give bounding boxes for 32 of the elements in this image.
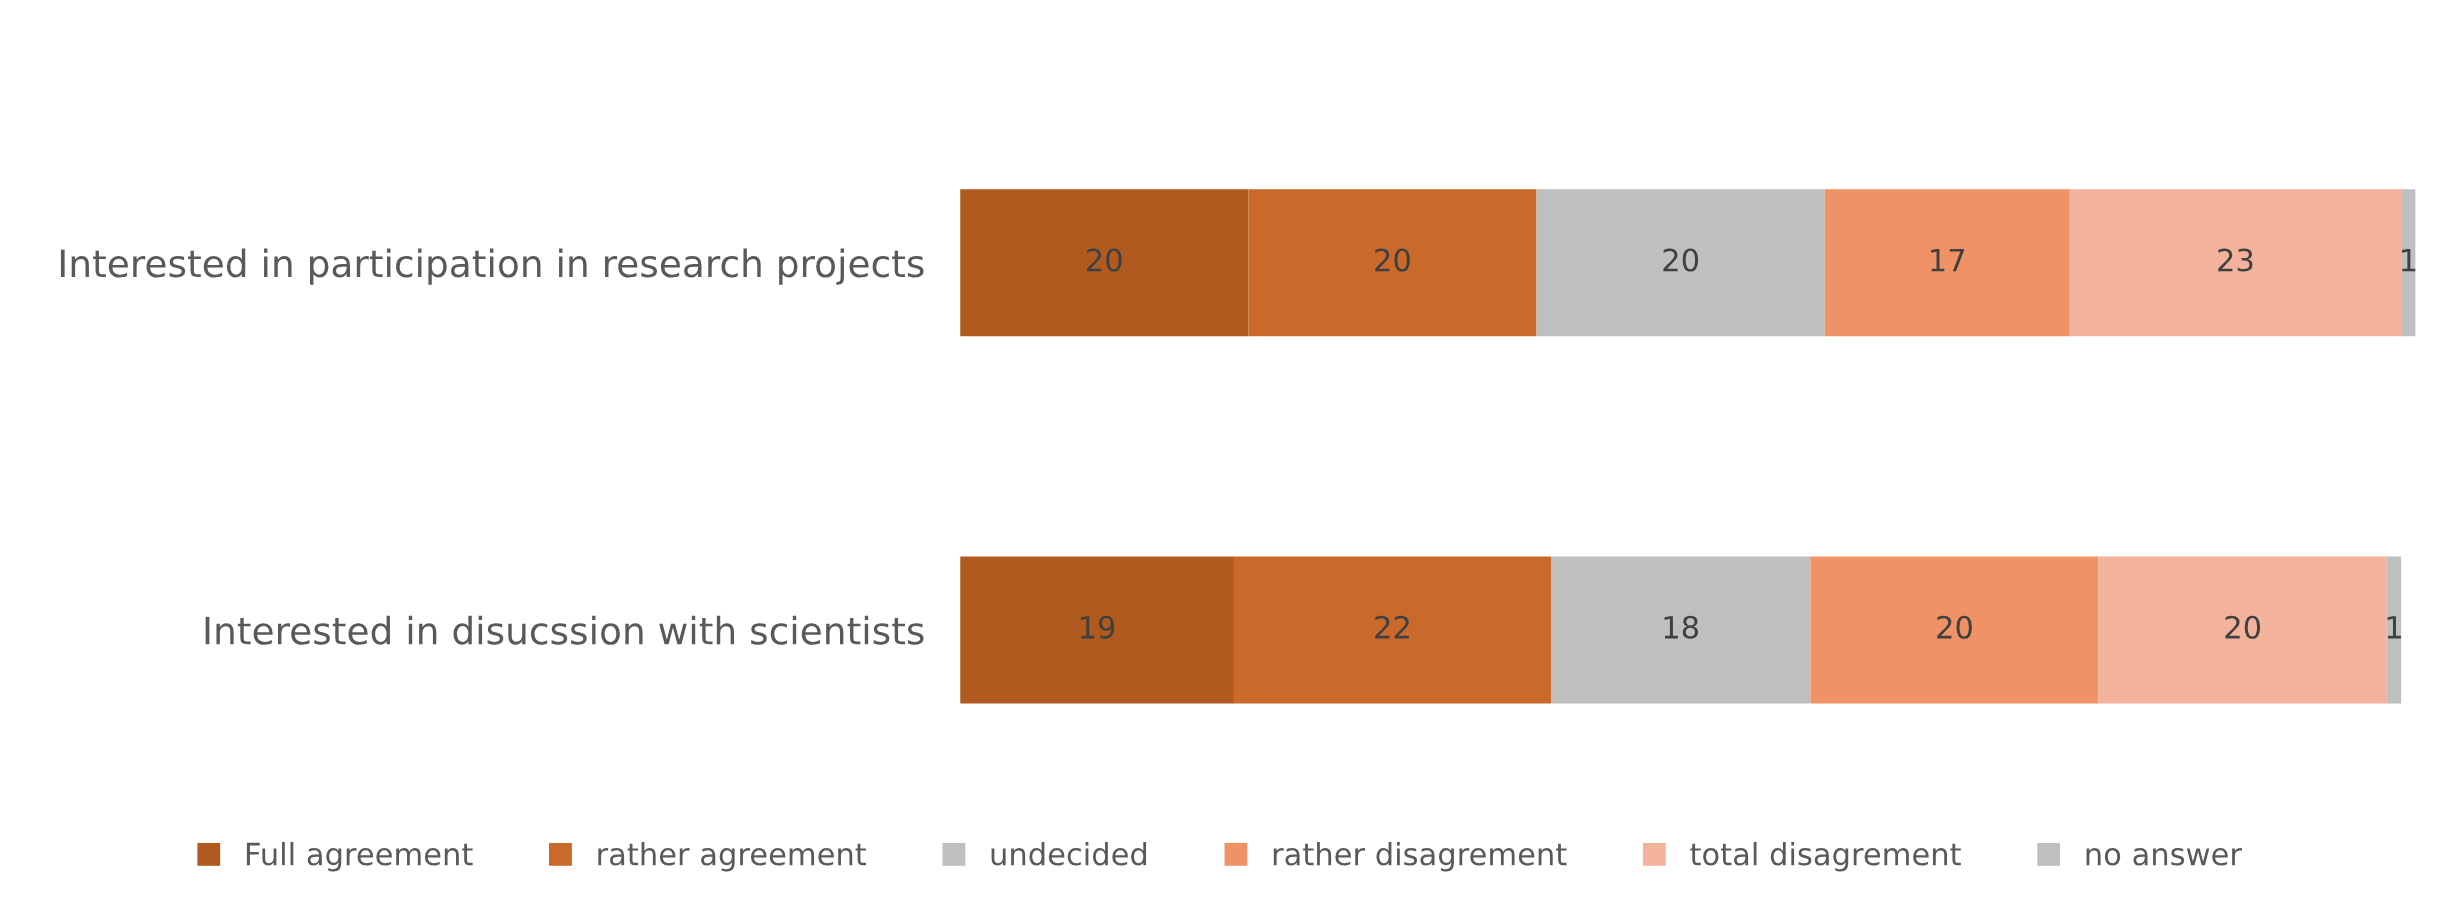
bar xyxy=(2386,556,2402,704)
legend-label: no answer xyxy=(2086,848,2242,866)
bar xyxy=(2069,189,2402,337)
legend-label: rather agreement xyxy=(598,841,867,872)
legend-label: total disagrement xyxy=(1690,841,1961,872)
legend-label: undecided xyxy=(991,841,1147,866)
bar xyxy=(2098,556,2387,704)
data-label: 20 xyxy=(1375,248,1410,272)
bar xyxy=(1824,189,2070,337)
legend-label: Full agreement xyxy=(246,841,473,872)
y-tick-label: Interested in participation in research projects xyxy=(60,248,924,285)
data-label: 23 xyxy=(2218,248,2253,272)
bar xyxy=(960,189,1249,337)
data-label: 20 xyxy=(2225,615,2261,639)
data-label: 20 xyxy=(1937,615,1972,639)
data-label: 18 xyxy=(1664,615,1699,639)
data-label: 17 xyxy=(1931,248,1965,272)
data-label: 1 xyxy=(2402,248,2416,272)
bar xyxy=(1550,556,1811,704)
bar xyxy=(960,556,1234,704)
data-label: 22 xyxy=(1375,615,1409,639)
bar xyxy=(1248,189,1537,337)
data-label: 1 xyxy=(2387,616,2401,639)
bar xyxy=(1233,556,1551,704)
bar xyxy=(2401,189,2416,337)
bar xyxy=(1810,556,2099,704)
data-label: 19 xyxy=(1080,615,1115,639)
data-label: 20 xyxy=(1663,248,1699,272)
y-tick-label: Interested in disucssion with scientists xyxy=(205,615,924,645)
data-label: 20 xyxy=(1087,248,1122,272)
legend-label: rather disagrement xyxy=(1273,841,1567,872)
bar xyxy=(1536,189,1825,337)
